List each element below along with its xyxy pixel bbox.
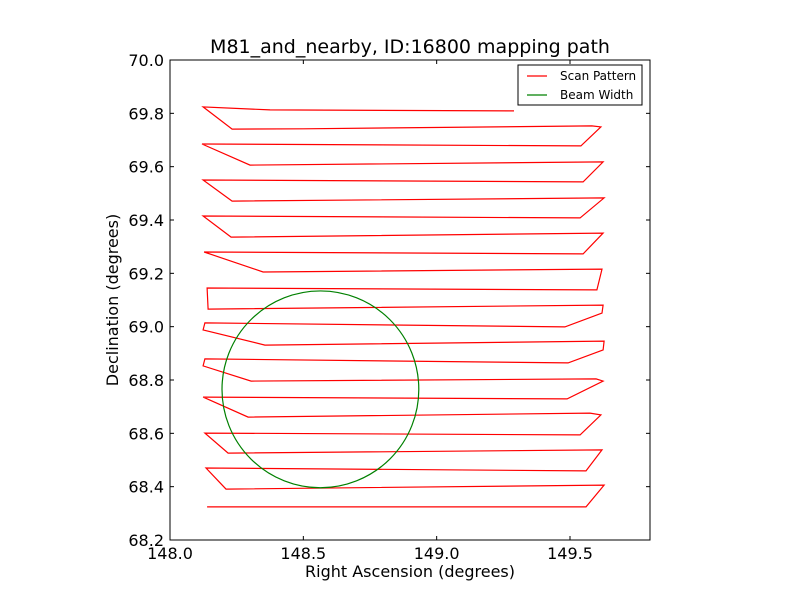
plot-area [170, 60, 650, 540]
y-axis-ticks: 68.2 68.4 68.6 68.8 69.0 69.2 69.4 69.6 69.8 70.0 [128, 51, 650, 550]
x-tick-label: 149.0 [414, 544, 460, 563]
y-tick-label: 69.6 [128, 158, 164, 177]
y-tick-label: 68.8 [128, 371, 164, 390]
legend-label-scan-pattern: Scan Pattern [560, 69, 636, 83]
x-tick-label: 148.5 [280, 544, 326, 563]
y-tick-label: 70.0 [128, 51, 164, 70]
y-tick-label: 68.2 [128, 531, 164, 550]
y-tick-label: 69.0 [128, 318, 164, 337]
beam-width-circle [221, 290, 420, 489]
legend: Scan Pattern Beam Width [517, 64, 643, 106]
x-axis-label: Right Ascension (degrees) [305, 562, 515, 581]
y-tick-label: 69.8 [128, 104, 164, 123]
x-tick-label: 149.5 [547, 544, 593, 563]
legend-box [517, 64, 643, 106]
scan-pattern-line [201, 106, 606, 508]
y-tick-label: 69.4 [128, 211, 164, 230]
x-tick-label: 148.0 [147, 544, 193, 563]
y-axis-label: Declination (degrees) [103, 214, 122, 386]
y-tick-label: 69.2 [128, 264, 164, 283]
plot-content [201, 106, 606, 508]
plot-frame [169, 59, 651, 541]
x-axis-ticks: 148.0 148.5 149.0 149.5 [147, 60, 593, 563]
y-tick-label: 68.4 [128, 478, 164, 497]
y-tick-label: 68.6 [128, 424, 164, 443]
legend-label-beam-width: Beam Width [560, 88, 633, 102]
chart-title: M81_and_nearby, ID:16800 mapping path [210, 36, 610, 58]
